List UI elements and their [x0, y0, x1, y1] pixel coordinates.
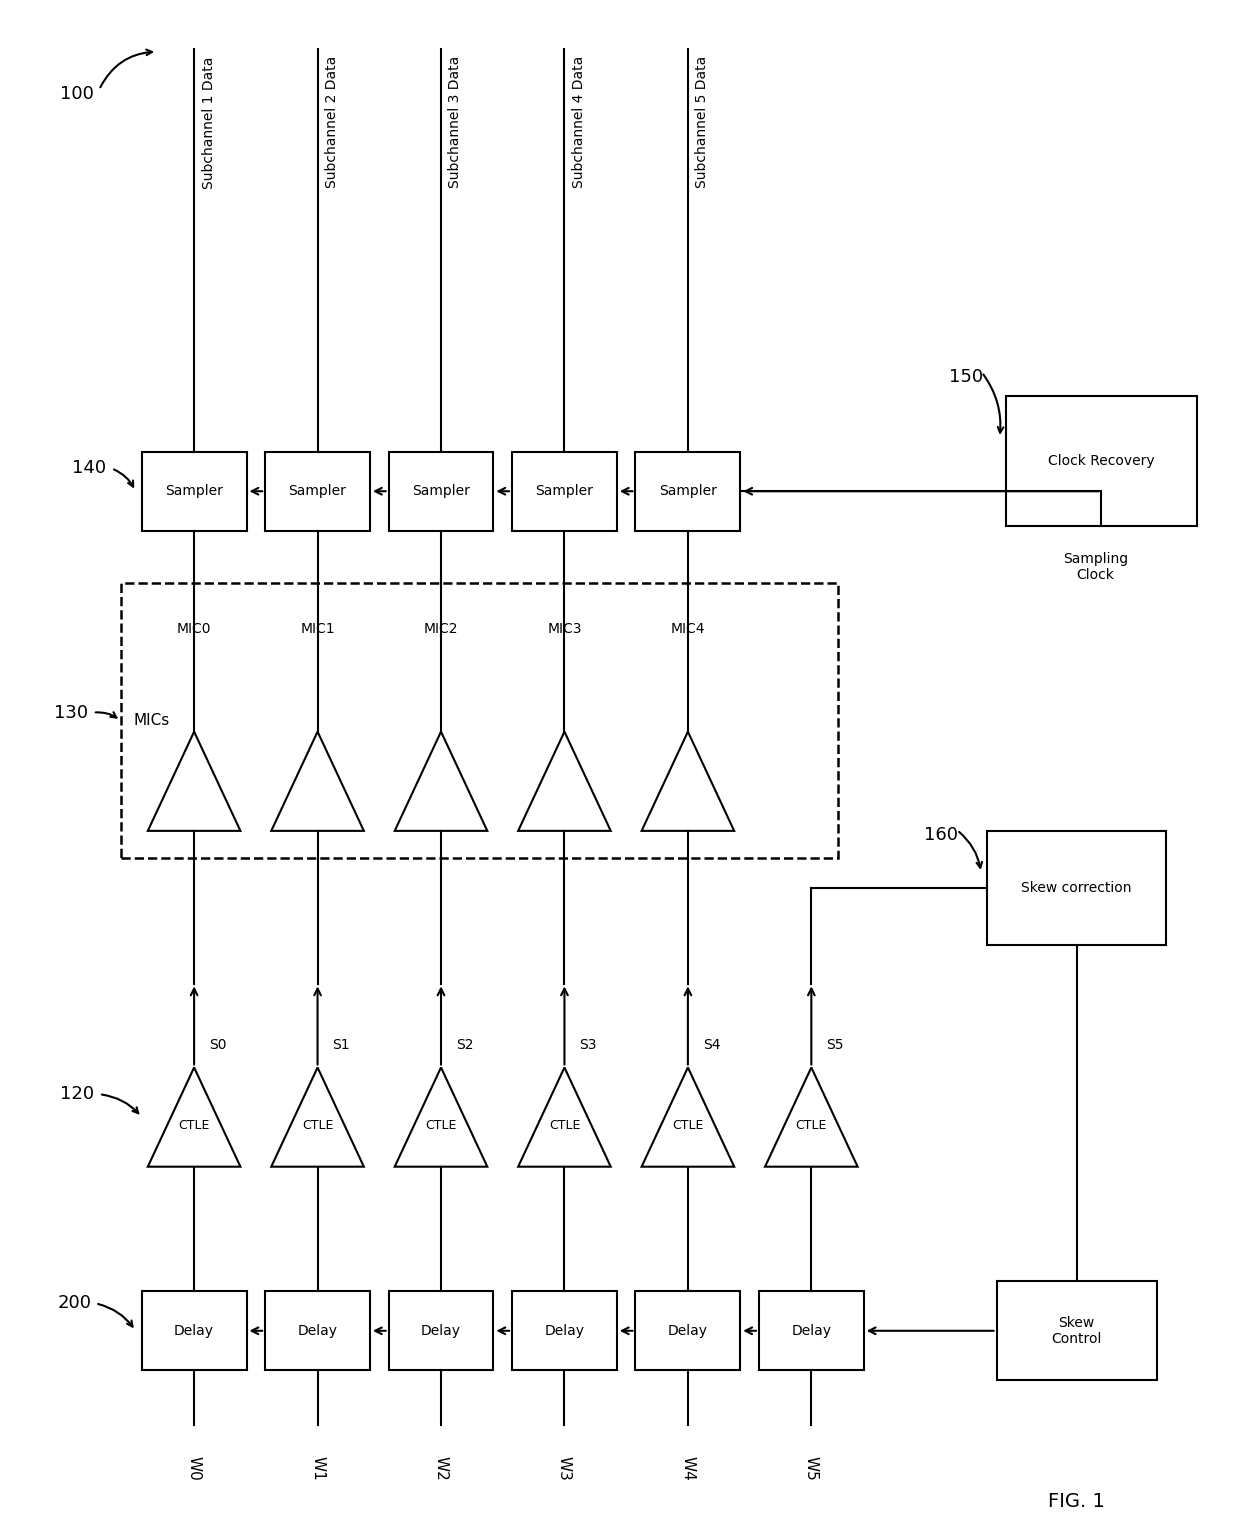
Text: Delay: Delay [791, 1324, 831, 1337]
Text: 160: 160 [924, 826, 959, 844]
Text: Skew correction: Skew correction [1022, 881, 1132, 895]
Text: Sampling
Clock: Sampling Clock [1063, 553, 1128, 582]
FancyBboxPatch shape [141, 452, 247, 532]
Text: Delay: Delay [298, 1324, 337, 1337]
Text: 100: 100 [60, 86, 94, 103]
Polygon shape [148, 732, 241, 830]
Text: 140: 140 [72, 460, 107, 478]
Text: MIC0: MIC0 [177, 622, 211, 636]
Text: Subchannel 5 Data: Subchannel 5 Data [696, 57, 709, 188]
Text: Subchannel 2 Data: Subchannel 2 Data [325, 57, 339, 188]
Text: W1: W1 [310, 1455, 325, 1480]
Text: W2: W2 [434, 1455, 449, 1480]
Text: S4: S4 [703, 1037, 720, 1051]
Text: W4: W4 [681, 1455, 696, 1480]
Text: MICs: MICs [133, 712, 170, 728]
Text: S1: S1 [332, 1037, 350, 1051]
FancyBboxPatch shape [759, 1291, 864, 1371]
FancyBboxPatch shape [987, 830, 1167, 945]
Text: MIC4: MIC4 [671, 622, 706, 636]
Polygon shape [272, 732, 363, 830]
Text: Sampler: Sampler [165, 484, 223, 498]
Polygon shape [272, 1068, 363, 1167]
Text: 130: 130 [53, 703, 88, 722]
Polygon shape [641, 732, 734, 830]
Text: S2: S2 [456, 1037, 474, 1051]
Text: Subchannel 4 Data: Subchannel 4 Data [572, 57, 585, 188]
Polygon shape [765, 1068, 858, 1167]
Text: Delay: Delay [544, 1324, 584, 1337]
Text: 150: 150 [949, 368, 983, 386]
FancyBboxPatch shape [141, 1291, 247, 1371]
FancyBboxPatch shape [635, 452, 740, 532]
Text: CTLE: CTLE [301, 1118, 334, 1132]
Text: 120: 120 [60, 1085, 94, 1103]
Text: Sampler: Sampler [536, 484, 594, 498]
Text: S0: S0 [208, 1037, 227, 1051]
Text: Sampler: Sampler [289, 484, 346, 498]
Text: Sampler: Sampler [412, 484, 470, 498]
Text: Sampler: Sampler [658, 484, 717, 498]
Polygon shape [394, 732, 487, 830]
Text: Delay: Delay [174, 1324, 215, 1337]
Polygon shape [394, 1068, 487, 1167]
Text: MIC2: MIC2 [424, 622, 459, 636]
Text: Subchannel 3 Data: Subchannel 3 Data [449, 57, 463, 188]
Text: FIG. 1: FIG. 1 [1048, 1492, 1105, 1511]
FancyBboxPatch shape [388, 452, 494, 532]
Polygon shape [518, 732, 611, 830]
Text: Delay: Delay [668, 1324, 708, 1337]
Polygon shape [518, 1068, 611, 1167]
Text: CTLE: CTLE [179, 1118, 210, 1132]
Text: W5: W5 [804, 1455, 818, 1480]
FancyBboxPatch shape [512, 452, 618, 532]
FancyBboxPatch shape [265, 452, 370, 532]
Text: S3: S3 [579, 1037, 596, 1051]
Polygon shape [148, 1068, 241, 1167]
Text: MIC1: MIC1 [300, 622, 335, 636]
FancyBboxPatch shape [997, 1281, 1157, 1380]
Text: 200: 200 [57, 1295, 92, 1313]
Text: W0: W0 [186, 1455, 202, 1480]
Text: Subchannel 1 Data: Subchannel 1 Data [202, 57, 216, 188]
FancyBboxPatch shape [512, 1291, 618, 1371]
Text: CTLE: CTLE [425, 1118, 456, 1132]
Text: CTLE: CTLE [672, 1118, 703, 1132]
FancyBboxPatch shape [265, 1291, 370, 1371]
Text: CTLE: CTLE [549, 1118, 580, 1132]
FancyBboxPatch shape [1006, 395, 1197, 525]
Text: S5: S5 [826, 1037, 843, 1051]
Text: CTLE: CTLE [796, 1118, 827, 1132]
Polygon shape [641, 1068, 734, 1167]
Text: MIC3: MIC3 [547, 622, 582, 636]
Text: Delay: Delay [422, 1324, 461, 1337]
Text: Skew
Control: Skew Control [1052, 1316, 1102, 1347]
Text: W3: W3 [557, 1455, 572, 1480]
FancyBboxPatch shape [388, 1291, 494, 1371]
FancyBboxPatch shape [635, 1291, 740, 1371]
Text: Clock Recovery: Clock Recovery [1048, 453, 1154, 467]
